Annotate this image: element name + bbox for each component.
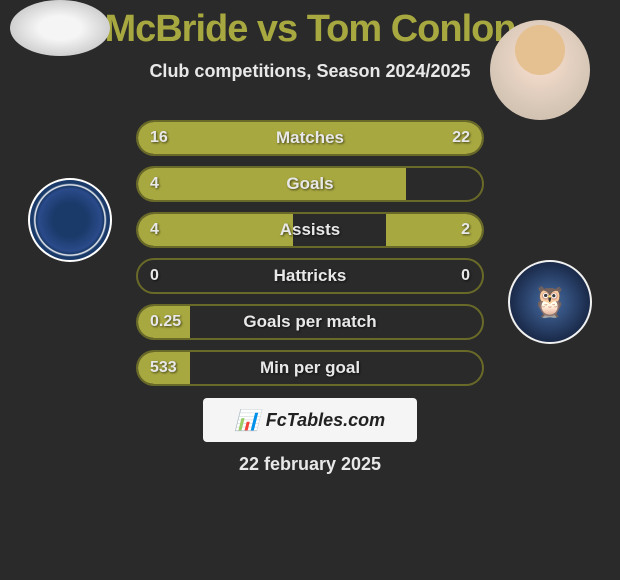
date-label: 22 february 2025 [0, 454, 620, 475]
stat-label: Matches [138, 128, 482, 148]
brand-chart-icon: 📊 [235, 408, 260, 433]
brand-box: 📊 FcTables.com [203, 398, 417, 442]
stat-label: Hattricks [138, 266, 482, 286]
stat-label: Assists [138, 220, 482, 240]
stat-row: 0.25Goals per match [136, 304, 484, 340]
stat-row: 4Goals [136, 166, 484, 202]
player2-name: Tom Conlon [307, 8, 516, 50]
player2-avatar [490, 20, 590, 120]
player1-club-badge [28, 178, 112, 262]
stats-container: 1622Matches 4Goals 42Assists 00Hattricks 0.2… [136, 120, 484, 396]
stat-row: 42Assists [136, 212, 484, 248]
stat-row: 533Min per goal [136, 350, 484, 386]
player1-name: McBride [104, 8, 247, 50]
stat-label: Min per goal [138, 358, 482, 378]
brand-text: FcTables.com [266, 410, 385, 431]
vs-label: vs [257, 8, 297, 50]
stat-row: 1622Matches [136, 120, 484, 156]
player1-avatar [10, 0, 110, 56]
player2-club-badge [508, 260, 592, 344]
stat-row: 00Hattricks [136, 258, 484, 294]
stat-label: Goals [138, 174, 482, 194]
stat-label: Goals per match [138, 312, 482, 332]
